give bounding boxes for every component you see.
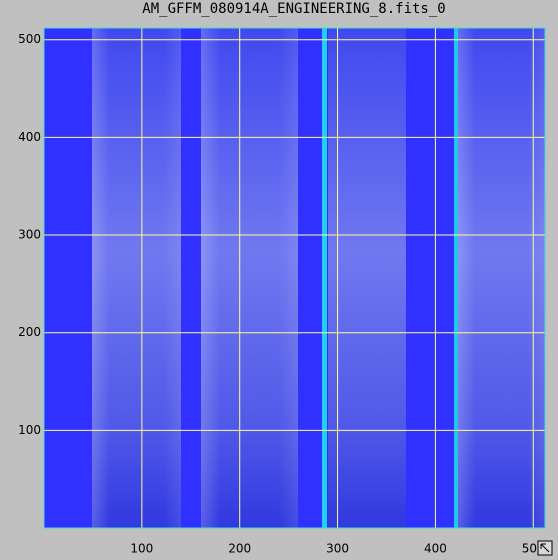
plot-frame	[43, 27, 546, 529]
image-title: AM_GFFM_080914A_ENGINEERING_8.fits_0	[142, 1, 445, 17]
x-tick-label: 400	[424, 542, 447, 556]
image-band	[328, 28, 406, 528]
y-tick-label: 500	[18, 32, 41, 46]
corner-icon[interactable]	[537, 540, 553, 556]
image	[44, 28, 545, 528]
image-bright-column	[322, 28, 327, 528]
x-tick-label: 300	[326, 542, 349, 556]
y-tick-label: 100	[18, 423, 41, 437]
y-tick-label: 400	[18, 130, 41, 144]
x-tick-label: 200	[228, 542, 251, 556]
y-tick-label: 200	[18, 325, 41, 339]
image-band-edge	[458, 28, 545, 528]
image-band-edge	[201, 28, 298, 528]
image-band-edge	[92, 28, 181, 528]
y-tick-label: 300	[18, 228, 41, 242]
image-bright-column	[454, 28, 458, 528]
x-tick-label: 100	[130, 542, 153, 556]
resize-arrow	[540, 543, 550, 553]
